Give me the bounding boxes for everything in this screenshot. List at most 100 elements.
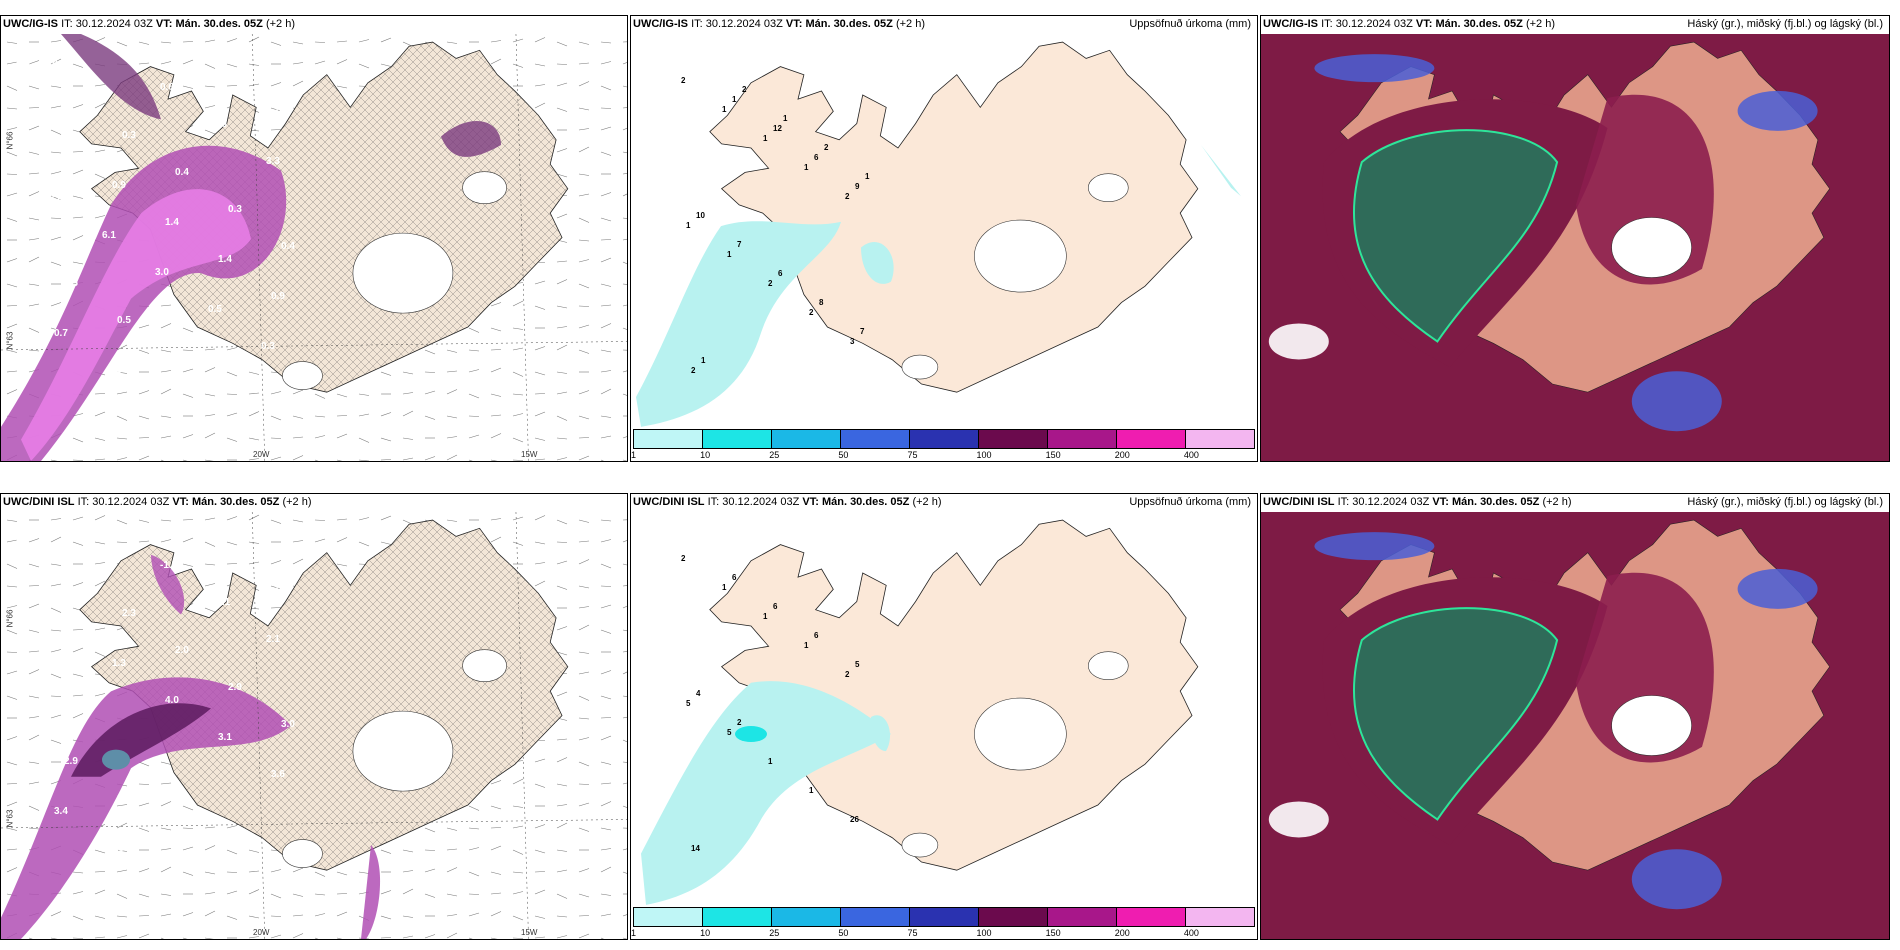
- valid-time: Mán. 30.des. 05Z: [175, 18, 263, 30]
- map-canvas: [1, 34, 627, 461]
- contour-label: 3.0: [155, 267, 169, 278]
- colorbar-tick-label: 50: [838, 450, 849, 460]
- precip-label: 1: [701, 356, 706, 365]
- it-label: IT:: [707, 496, 720, 508]
- colorbar-segment: [1186, 430, 1254, 448]
- precip-label: 1: [804, 641, 809, 650]
- colorbar-segment: [1048, 908, 1117, 926]
- colorbar-tick-label: 400: [1183, 928, 1199, 938]
- contour-label: 0.5: [117, 315, 131, 326]
- contour-label: 2.9: [64, 756, 78, 767]
- precip-label: 1: [809, 786, 814, 795]
- colorbar-tick-label: 25: [769, 450, 780, 460]
- colorbar-tick-label: 150: [1045, 450, 1061, 460]
- precip-label: 6: [773, 602, 778, 611]
- panel-title: UWC/DINI ISL IT: 30.12.2024 03Z VT: Mán.…: [3, 496, 312, 508]
- vt-label: VT:: [155, 18, 173, 30]
- colorbar-segment: [703, 908, 772, 926]
- panel-title: UWC/IG-IS IT: 30.12.2024 03Z VT: Mán. 30…: [3, 18, 295, 30]
- contour-label: 1.3: [112, 658, 126, 669]
- colorbar-segment: [772, 908, 841, 926]
- contour-label: 0.7: [54, 328, 68, 339]
- precip-label: 1: [763, 612, 768, 621]
- colorbar-tick-label: 150: [1045, 928, 1061, 938]
- contour-label: 0.3: [122, 130, 136, 141]
- colorbar-segment: [979, 430, 1048, 448]
- panel-title: UWC/DINI ISL IT: 30.12.2024 03Z VT: Mán.…: [1263, 496, 1572, 508]
- colorbar-segment: [979, 908, 1048, 926]
- precip-label: 2: [681, 554, 686, 563]
- contour-label: -1.5: [160, 560, 178, 571]
- map-panel-r0-c1: UWC/IG-IS IT: 30.12.2024 03Z VT: Mán. 30…: [630, 15, 1258, 462]
- contour-label: 3.3: [266, 156, 280, 167]
- colorbar-segment: [1048, 430, 1117, 448]
- contour-label: 14.8: [59, 621, 79, 632]
- contour-label: 2.3: [122, 608, 136, 619]
- precip-label: 12: [773, 124, 782, 133]
- map-canvas: [631, 512, 1257, 939]
- contour-label: 3.0: [281, 719, 295, 730]
- vt-label: VT:: [172, 496, 189, 508]
- map-panel-r1-c0: UWC/DINI ISL IT: 30.12.2024 03Z VT: Mán.…: [0, 493, 628, 940]
- colorbar-tick-label: 10: [700, 450, 711, 460]
- precip-label: 7: [860, 327, 865, 336]
- it-label: IT:: [77, 496, 90, 508]
- colorbar-segment: [772, 430, 841, 448]
- colorbar-tick-label: 75: [907, 450, 918, 460]
- contour-label: 2.1: [266, 634, 280, 645]
- contour-label: 0.4: [175, 167, 189, 178]
- precip-label: 1: [865, 172, 870, 181]
- model-name: UWC/DINI ISL: [633, 496, 705, 508]
- longitude-label: 20W: [253, 928, 270, 937]
- panel-title: UWC/DINI ISL IT: 30.12.2024 03Z VT: Mán.…: [633, 496, 942, 508]
- model-name: UWC/IG-IS: [633, 18, 688, 30]
- high-cloud-area: [1353, 129, 1559, 343]
- valid-time: Mán. 30.des. 05Z: [1451, 496, 1540, 508]
- contour-label: 0.3: [69, 93, 83, 104]
- precip-label: 14: [691, 844, 700, 853]
- map-canvas: [1, 512, 627, 939]
- precip-colorbar: [633, 907, 1255, 927]
- latitude-label: N°63: [5, 331, 15, 350]
- precip-label: 8: [819, 298, 824, 307]
- colorbar-segment: [910, 430, 979, 448]
- map-panel-r0-c2: UWC/IG-IS IT: 30.12.2024 03Z VT: Mán. 30…: [1260, 15, 1890, 462]
- contour-label: 0.6: [160, 82, 174, 93]
- colorbar-ticks: 1 10 25 50 75 100 150 200 400: [631, 450, 1255, 460]
- init-time: 30.12.2024 03Z: [75, 18, 153, 30]
- colorbar-tick-label: 100: [976, 928, 992, 938]
- precip-label: 1: [768, 757, 773, 766]
- contour-label: 0.9: [271, 291, 285, 302]
- map-panel-r0-c0: UWC/IG-IS IT: 30.12.2024 03Z VT: Mán. 30…: [0, 15, 628, 462]
- precip-label: 2: [845, 192, 850, 201]
- colorbar-tick-label: 200: [1114, 928, 1130, 938]
- longitude-label: 20W: [253, 450, 270, 459]
- precip-label: 7: [737, 240, 742, 249]
- panel-title: UWC/IG-IS IT: 30.12.2024 03Z VT: Mán. 30…: [1263, 18, 1555, 30]
- precip-label: 1: [763, 134, 768, 143]
- precip-label: 2: [681, 76, 686, 85]
- contour-label: 0.3: [276, 584, 290, 595]
- init-time: 30.12.2024 03Z: [92, 496, 170, 508]
- valid-time: Mán. 30.des. 05Z: [191, 496, 280, 508]
- colorbar-tick-label: 75: [907, 928, 918, 938]
- model-name: UWC/DINI ISL: [3, 496, 75, 508]
- colorbar-tick-label: 100: [976, 450, 992, 460]
- init-time: 30.12.2024 03Z: [705, 18, 783, 30]
- contour-label: 0.3: [228, 204, 242, 215]
- vt-label: VT:: [1432, 496, 1449, 508]
- lead-time: (+2 h): [1542, 496, 1572, 508]
- contour-label: 0.9: [112, 180, 126, 191]
- valid-time: Mán. 30.des. 05Z: [805, 18, 893, 30]
- precip-label: 9: [855, 182, 860, 191]
- contour-label: 0.3: [261, 341, 275, 352]
- lead-time: (+2 h): [282, 496, 312, 508]
- contour-label: 0.9: [276, 106, 290, 117]
- colorbar-tick-label: 200: [1114, 450, 1130, 460]
- init-time: 30.12.2024 03Z: [722, 496, 800, 508]
- contour-label: 0.8: [223, 547, 237, 558]
- precip-label: 5: [727, 728, 732, 737]
- precip-label: 1: [732, 95, 737, 104]
- colorbar-segment: [841, 908, 910, 926]
- precip-label: 6: [732, 573, 737, 582]
